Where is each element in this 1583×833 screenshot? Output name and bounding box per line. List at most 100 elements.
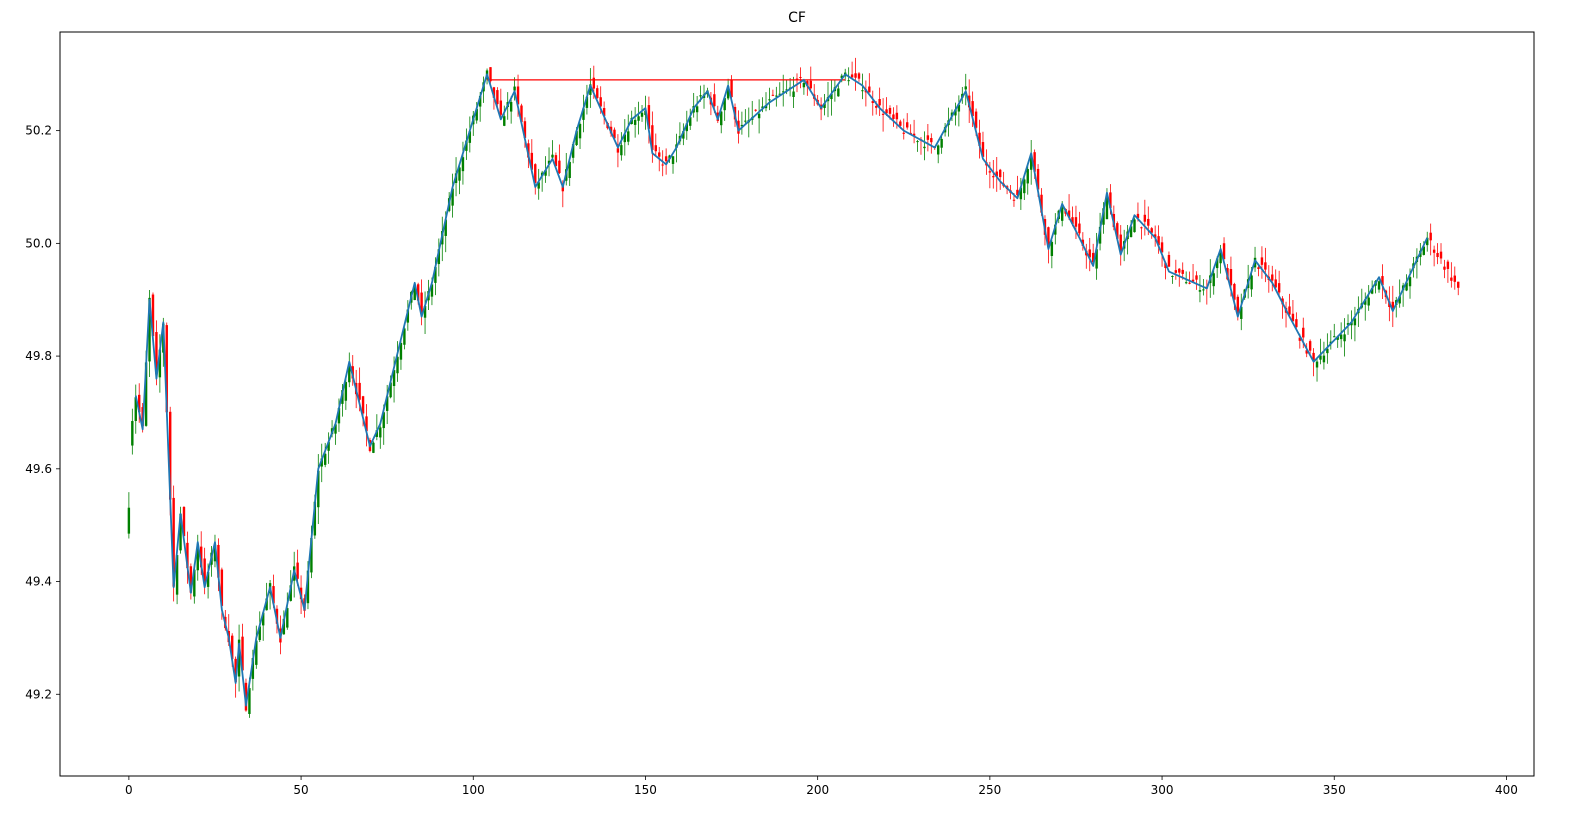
candle-body bbox=[1222, 243, 1226, 260]
candle-body bbox=[1271, 274, 1274, 281]
candle-body bbox=[1184, 282, 1188, 284]
candle-body bbox=[361, 396, 365, 414]
candle-body bbox=[802, 82, 806, 88]
candle-body bbox=[981, 142, 985, 157]
candle-body bbox=[389, 382, 392, 398]
candle-body bbox=[782, 91, 785, 93]
candle-body bbox=[761, 106, 764, 109]
candle-body bbox=[1157, 236, 1160, 246]
candle-body bbox=[296, 562, 299, 579]
candle-body bbox=[151, 294, 155, 337]
candle-body bbox=[1147, 218, 1150, 226]
y-tick-label: 49.4 bbox=[25, 575, 52, 589]
candle-body bbox=[461, 157, 465, 172]
candle-body bbox=[1088, 249, 1091, 258]
y-tick-label: 49.6 bbox=[25, 462, 52, 476]
candle-body bbox=[568, 161, 571, 179]
candle-body bbox=[726, 86, 730, 99]
candle-body bbox=[1353, 318, 1357, 326]
candle-body bbox=[286, 608, 289, 628]
candle-body bbox=[458, 167, 461, 181]
candle-body bbox=[1398, 296, 1401, 304]
candle-body bbox=[509, 102, 513, 112]
candle-body bbox=[1215, 258, 1219, 269]
candle-body bbox=[258, 626, 261, 641]
candle-body bbox=[385, 396, 389, 411]
x-tick-label: 150 bbox=[634, 783, 657, 797]
candle-body bbox=[551, 154, 554, 158]
candle-body bbox=[516, 86, 520, 105]
candle-body bbox=[189, 566, 193, 593]
candle-body bbox=[206, 571, 210, 587]
x-tick-label: 0 bbox=[125, 783, 133, 797]
candle-body bbox=[255, 640, 258, 665]
candle-body bbox=[850, 74, 854, 78]
candle-body bbox=[451, 188, 454, 206]
candle-body bbox=[558, 160, 561, 174]
candle-body bbox=[1119, 234, 1122, 252]
candle-body bbox=[868, 86, 871, 93]
candle-body bbox=[792, 91, 795, 97]
candle-body bbox=[620, 145, 623, 156]
candle-body bbox=[465, 140, 468, 151]
candle-body bbox=[382, 412, 385, 429]
candle-body bbox=[861, 90, 864, 92]
plot-frame bbox=[59, 31, 1535, 777]
candle-body bbox=[744, 120, 747, 122]
candle-body bbox=[1257, 267, 1260, 269]
candle-body bbox=[1426, 237, 1429, 246]
candle-body bbox=[523, 121, 527, 138]
candle-body bbox=[757, 113, 761, 119]
candle-body bbox=[306, 570, 310, 604]
candle-body bbox=[478, 95, 482, 107]
candle-body bbox=[203, 558, 206, 584]
candle-body bbox=[230, 635, 234, 660]
candle-body bbox=[1195, 275, 1198, 280]
candle-body bbox=[265, 598, 268, 611]
candle-body bbox=[1105, 197, 1109, 220]
candle-body bbox=[1160, 242, 1164, 253]
candle-body bbox=[1264, 262, 1267, 270]
candle-body bbox=[888, 107, 892, 114]
candle-body bbox=[1453, 275, 1456, 282]
candle-body bbox=[940, 138, 943, 148]
candle-body bbox=[1102, 208, 1105, 225]
candle-body bbox=[547, 160, 551, 164]
candle-body bbox=[654, 145, 658, 152]
candle-body bbox=[1250, 275, 1253, 290]
candle-body bbox=[561, 184, 565, 192]
candle-body bbox=[740, 124, 744, 127]
candle-body bbox=[899, 121, 902, 126]
candle-body bbox=[1178, 268, 1181, 273]
candle-body bbox=[730, 79, 733, 98]
candle-body bbox=[892, 114, 895, 119]
candle-body bbox=[637, 116, 640, 121]
candle-body bbox=[1436, 252, 1439, 258]
candle-body bbox=[489, 67, 492, 82]
candle-body bbox=[585, 96, 589, 108]
candle-body bbox=[320, 458, 323, 467]
candle-body bbox=[165, 325, 168, 413]
candle-body bbox=[468, 131, 472, 143]
candle-body bbox=[199, 546, 203, 568]
candle-body bbox=[1381, 276, 1384, 285]
candle-body bbox=[912, 133, 916, 136]
candle-body bbox=[1432, 249, 1436, 253]
candle-body bbox=[1040, 194, 1043, 213]
candle-body bbox=[392, 370, 396, 387]
x-tick-label: 350 bbox=[1323, 783, 1346, 797]
x-tick-label: 100 bbox=[462, 783, 485, 797]
candle-body bbox=[1312, 352, 1315, 361]
candle-body bbox=[857, 73, 861, 79]
candle-body bbox=[492, 87, 496, 98]
candle-body bbox=[1339, 334, 1343, 340]
candle-body bbox=[275, 608, 279, 624]
candle-body bbox=[1298, 337, 1302, 341]
candle-body bbox=[1202, 289, 1205, 291]
candle-body bbox=[1091, 252, 1095, 263]
candle-body bbox=[1067, 210, 1071, 218]
candle-body bbox=[578, 123, 582, 139]
candle-body bbox=[554, 155, 558, 166]
candle-body bbox=[954, 109, 957, 116]
